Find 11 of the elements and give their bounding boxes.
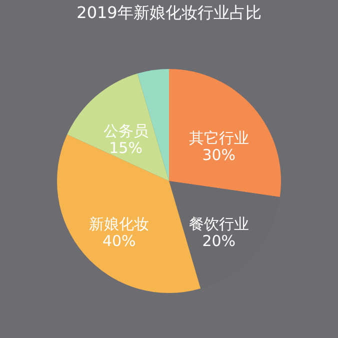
slice-label: 公务员	[103, 122, 148, 140]
chart-title: 2019年新娘化妆行业占比	[76, 3, 262, 22]
slice-label: 餐饮行业	[188, 215, 249, 234]
pie-slice	[67, 74, 169, 181]
data-label: 15%	[109, 139, 142, 158]
data-label: 20%	[202, 232, 236, 250]
slice-label: 新娘化妆	[89, 215, 150, 234]
slice-label: 其它行业	[188, 128, 249, 147]
data-label: 30%	[202, 146, 236, 164]
data-label: 40%	[102, 232, 136, 250]
pie-slice	[169, 69, 281, 197]
